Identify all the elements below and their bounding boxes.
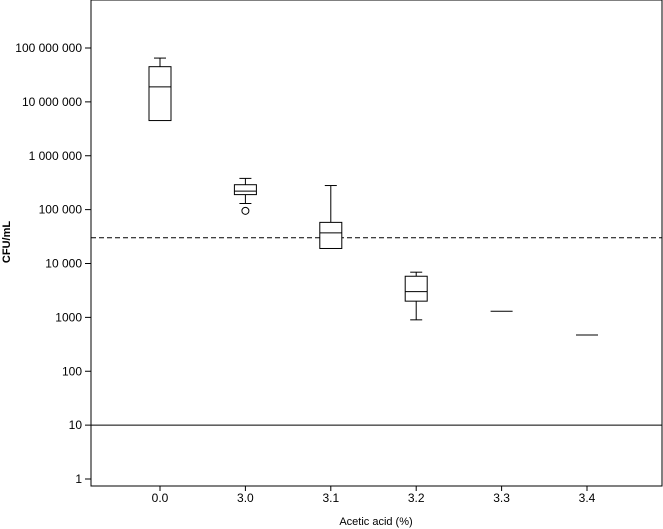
y-tick-label: 100 — [62, 364, 82, 378]
reference-lines — [91, 237, 662, 426]
y-tick-label: 10 000 000 — [22, 95, 82, 109]
x-tick-label: 3.1 — [322, 491, 339, 505]
box-3.1 — [319, 185, 343, 249]
y-axis-title: CFU/mL — [1, 221, 13, 263]
box-iqr — [233, 184, 257, 196]
x-tick-label: 0.0 — [152, 491, 169, 505]
outlier-point — [241, 206, 250, 215]
x-tick-label: 3.3 — [493, 491, 510, 505]
box-iqr — [319, 221, 343, 249]
y-tick-label: 100 000 000 — [15, 41, 82, 55]
y-tick-label: 100 000 — [39, 203, 83, 217]
y-axis: 1 10 100 1000 10 000 100 000 1 000 000 10 000 0… — [15, 41, 91, 486]
plot-area-frame — [90, 0, 663, 487]
x-tick-label: 3.2 — [408, 491, 425, 505]
box-iqr — [404, 275, 428, 302]
y-tick-label: 1000 — [55, 310, 82, 324]
x-axis: 0.0 3.0 3.1 3.2 3.3 3.4 — [152, 486, 596, 505]
x-tick-label: 3.4 — [579, 491, 596, 505]
x-tick-label: 3.0 — [237, 491, 254, 505]
y-tick-label: 10 000 — [45, 257, 82, 271]
boxes — [148, 57, 598, 336]
y-tick-label: 1 000 000 — [29, 149, 83, 163]
box-0.0 — [148, 57, 172, 122]
y-tick-label: 10 — [69, 418, 83, 432]
x-axis-title: Acetic acid (%) — [339, 516, 412, 528]
y-tick-label: 1 — [75, 472, 82, 486]
box-3.0 — [233, 177, 257, 215]
box-iqr — [148, 66, 172, 122]
box-3.2 — [404, 271, 428, 321]
